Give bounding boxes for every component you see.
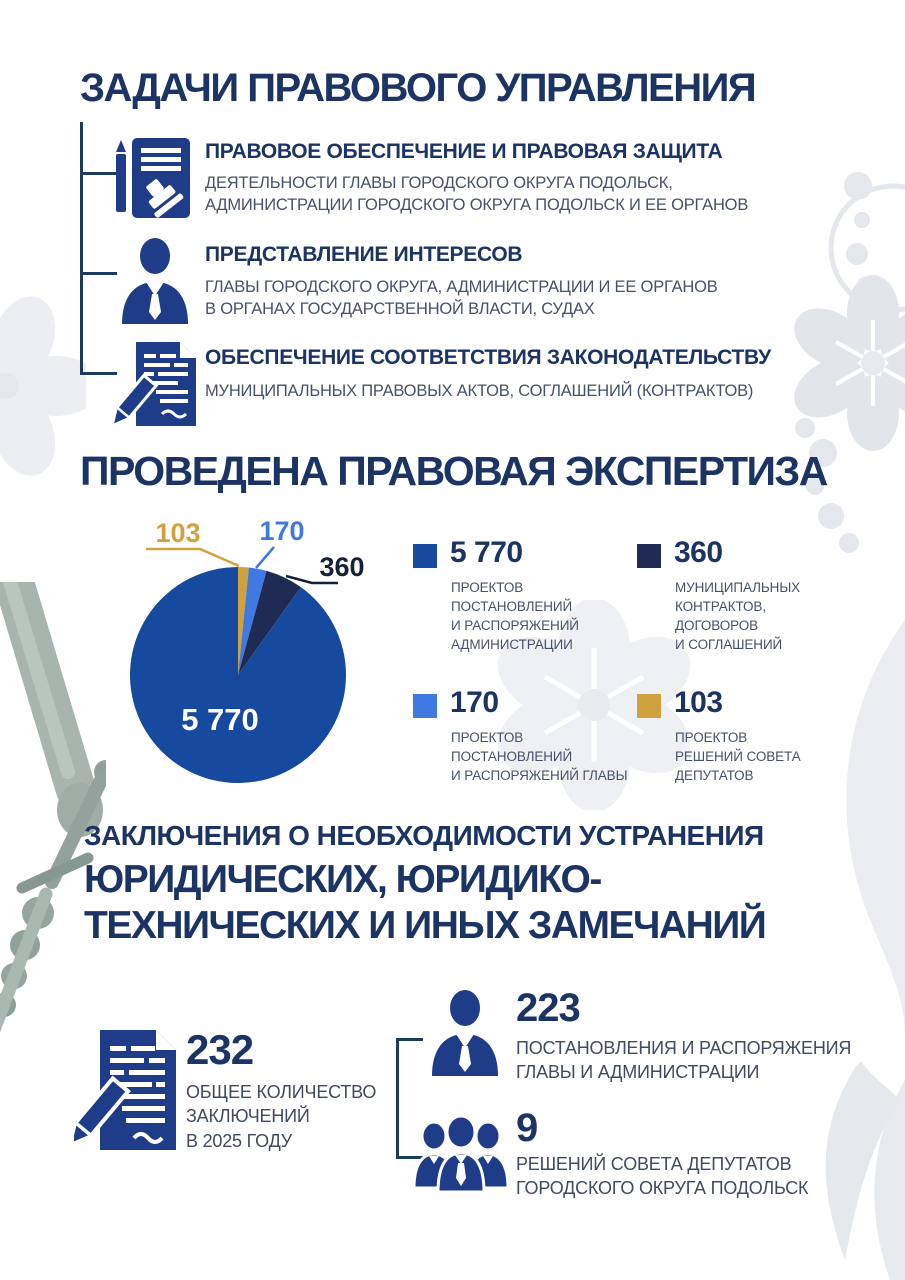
tasks-bracket-stub-2 — [80, 272, 117, 275]
flower-watermark-center — [497, 600, 691, 810]
people-group-icon — [412, 1114, 510, 1192]
flower-watermark-left — [0, 296, 86, 476]
task-3-title: ОБЕСПЕЧЕНИЕ СООТВЕТСТВИЯ ЗАКОНОДАТЕЛЬСТВ… — [205, 346, 771, 369]
document-pencil-large-icon — [74, 1030, 176, 1150]
justice-statue-sword — [0, 582, 106, 1033]
pie-slice-103 — [238, 567, 249, 675]
legend-swatch-5770 — [413, 544, 437, 568]
pie-leader-103 — [146, 547, 240, 568]
breakdown-bracket-vertical — [396, 1038, 399, 1159]
person-icon — [432, 990, 498, 1076]
legend-label-170: ПРОЕКТОВ ПОСТАНОВЛЕНИЙ И РАСПОРЯЖЕНИЙ ГЛ… — [451, 730, 628, 784]
total-conclusions-value: 232 — [186, 1026, 254, 1073]
conclusions-title-line1: ЮРИДИЧЕСКИХ, ЮРИДИКО- — [84, 858, 602, 901]
legend-label-360: МУНИЦИПАЛЬНЫХ КОНТРАКТОВ, ДОГОВОРОВ И СО… — [675, 580, 801, 653]
document-pencil-icon — [114, 342, 196, 427]
swirl-flourish-right — [825, 620, 905, 1280]
pie-slice-5770 — [130, 567, 346, 783]
total-conclusions-label: ОБЩЕЕ КОЛИЧЕСТВО ЗАКЛЮЧЕНИЙ В 2025 ГОДУ — [186, 1082, 377, 1151]
conclusions-intro: ЗАКЛЮЧЕНИЯ О НЕОБХОДИМОСТИ УСТРАНЕНИЯ — [84, 820, 764, 851]
task-1-title: ПРАВОВОЕ ОБЕСПЕЧЕНИЕ И ПРАВОВАЯ ЗАЩИТА — [205, 140, 723, 163]
legend-number-360: 360 — [674, 536, 723, 569]
legal-expertise-pie-chart: 103 170 360 5 770 — [130, 516, 365, 783]
legend-number-103: 103 — [674, 686, 723, 719]
floral-flourish-top-right — [794, 172, 905, 553]
tasks-section-title: ЗАДАЧИ ПРАВОВОГО УПРАВЛЕНИЯ — [80, 66, 757, 110]
pie-slices — [130, 567, 346, 783]
legend-number-5770: 5 770 — [450, 536, 523, 569]
pie-callout-103: 103 — [155, 518, 200, 548]
pie-callout-170: 170 — [259, 516, 304, 546]
task-2-title: ПРЕДСТАВЛЕНИЕ ИНТЕРЕСОВ — [205, 243, 523, 266]
legend-swatch-170 — [413, 694, 437, 718]
flower-watermark — [794, 275, 905, 451]
tasks-bracket-stub-1 — [80, 172, 117, 175]
task-3-description: МУНИЦИПАЛЬНЫХ ПРАВОВЫХ АКТОВ, СОГЛАШЕНИЙ… — [205, 382, 754, 400]
legend-label-103: ПРОЕКТОВ РЕШЕНИЙ СОВЕТА ДЕПУТАТОВ — [675, 730, 801, 784]
legend-swatch-103 — [637, 694, 661, 718]
tasks-bracket-vertical — [80, 122, 83, 375]
pie-center-label: 5 770 — [181, 702, 259, 737]
task-2-description: ГЛАВЫ ГОРОДСКОГО ОКРУГА, АДМИНИСТРАЦИИ И… — [205, 278, 718, 319]
breakdown-2-label: РЕШЕНИЙ СОВЕТА ДЕПУТАТОВ ГОРОДСКОГО ОКРУ… — [516, 1154, 809, 1199]
task-1-description: ДЕЯТЕЛЬНОСТИ ГЛАВЫ ГОРОДСКОГО ОКРУГА ПОД… — [205, 174, 749, 215]
legend-number-170: 170 — [450, 686, 499, 719]
breakdown-1-value: 223 — [516, 986, 581, 1030]
legend-label-5770: ПРОЕКТОВ ПОСТАНОВЛЕНИЙ И РАСПОРЯЖЕНИЙ АД… — [451, 580, 579, 653]
expertise-section-title: ПРОВЕДЕНА ПРАВОВАЯ ЭКСПЕРТИЗА — [80, 448, 828, 494]
breakdown-1-label: ПОСТАНОВЛЕНИЯ И РАСПОРЯЖЕНИЯ ГЛАВЫ И АДМ… — [516, 1038, 852, 1083]
tasks-bracket-stub-3 — [80, 372, 117, 375]
person-icon — [122, 238, 188, 324]
document-stamp-icon — [116, 138, 190, 218]
pie-callout-360: 360 — [319, 552, 364, 582]
pie-slice-360 — [238, 570, 301, 675]
pie-leader-170 — [255, 546, 275, 569]
pie-slice-170 — [238, 567, 267, 675]
breakdown-bracket-stub-bottom — [396, 1156, 423, 1159]
breakdown-2-value: 9 — [516, 1106, 538, 1150]
pie-leader-360 — [285, 574, 338, 585]
breakdown-bracket-stub-top — [396, 1038, 423, 1041]
legend-swatch-360 — [637, 544, 661, 568]
conclusions-title-line2: ТЕХНИЧЕСКИХ И ИНЫХ ЗАМЕЧАНИЙ — [84, 904, 767, 947]
